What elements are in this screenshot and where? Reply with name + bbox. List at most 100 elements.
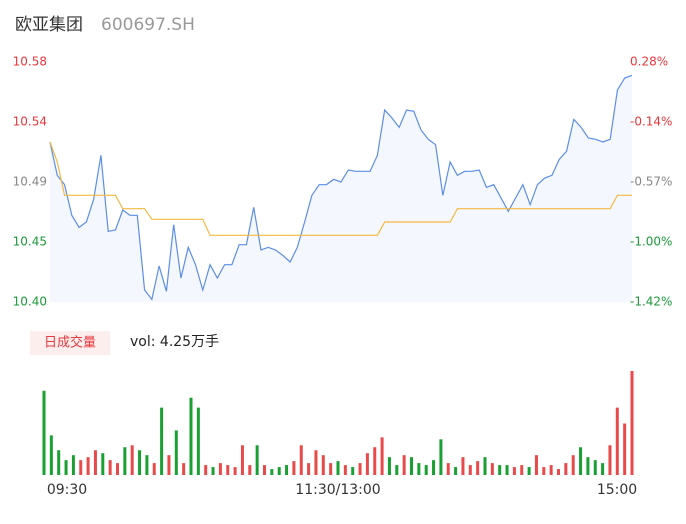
- x-tick-label: 09:30: [47, 482, 87, 498]
- volume-bar: [402, 455, 406, 475]
- x-tick-label: 11:30/13:00: [295, 482, 380, 498]
- volume-bar: [314, 450, 318, 475]
- volume-bar: [380, 437, 384, 475]
- volume-bar: [167, 455, 171, 475]
- volume-bar: [196, 407, 200, 475]
- volume-bar: [468, 465, 472, 475]
- volume-bar: [343, 465, 347, 475]
- volume-bar: [211, 467, 215, 475]
- volume-bar: [145, 455, 149, 475]
- volume-bar: [424, 465, 428, 475]
- volume-bar: [542, 467, 546, 475]
- volume-bar: [446, 463, 450, 475]
- volume-bar: [454, 467, 458, 475]
- volume-bar: [86, 457, 90, 475]
- stock-name: 欧亚集团: [15, 15, 83, 35]
- volume-bar: [299, 445, 303, 475]
- volume-bar: [42, 390, 46, 475]
- volume-bar: [527, 467, 531, 475]
- volume-bar: [79, 460, 83, 475]
- y2-tick-label: -0.57%: [630, 175, 672, 189]
- volume-bar: [270, 469, 274, 475]
- volume-bar: [630, 370, 634, 475]
- volume-bar: [432, 460, 436, 475]
- price-area: [50, 75, 632, 302]
- volume-bar: [307, 463, 311, 475]
- volume-bar: [336, 461, 340, 475]
- volume-bar: [505, 465, 509, 475]
- volume-bar: [329, 463, 333, 475]
- volume-bar: [593, 460, 597, 475]
- volume-bar: [138, 450, 142, 475]
- volume-bar: [358, 463, 362, 475]
- volume-label: vol: 4.25万手: [130, 334, 219, 350]
- volume-bar: [108, 460, 112, 475]
- volume-bar: [152, 463, 156, 475]
- volume-bar: [534, 455, 538, 475]
- volume-bar: [130, 445, 134, 475]
- volume-bar: [498, 465, 502, 475]
- y-tick-label: 10.54: [13, 115, 47, 129]
- volume-bar: [351, 467, 355, 475]
- stock-code: 600697.SH: [101, 15, 195, 35]
- volume-bar: [564, 463, 568, 475]
- volume-bar: [373, 447, 377, 475]
- volume-bar: [226, 465, 230, 475]
- volume-bar: [608, 445, 612, 475]
- volume-bar: [277, 467, 281, 475]
- volume-bar: [615, 407, 619, 475]
- volume-bar: [571, 455, 575, 475]
- volume-bar: [410, 457, 413, 475]
- average-line: [49, 141, 632, 236]
- volume-bar: [189, 397, 193, 475]
- volume-bar: [248, 465, 252, 475]
- volume-bar: [116, 463, 119, 475]
- y-tick-label: 10.45: [13, 235, 47, 249]
- volume-bar: [461, 457, 465, 475]
- volume-bar: [579, 447, 583, 475]
- volume-bar: [174, 430, 178, 475]
- volume-bar: [49, 435, 53, 475]
- volume-bar: [387, 457, 391, 475]
- badge-bg: [30, 331, 110, 355]
- y2-tick-label: -0.14%: [630, 115, 672, 129]
- volume-bar: [395, 465, 399, 475]
- volume-bar: [93, 450, 97, 475]
- x-tick-label: 15:00: [597, 482, 637, 498]
- volume-bar: [586, 457, 590, 475]
- volume-bar: [439, 439, 443, 475]
- y-tick-label: 10.58: [13, 55, 47, 69]
- y-tick-label: 10.49: [13, 175, 47, 189]
- y2-tick-label: 0.28%: [630, 55, 668, 69]
- volume-bar: [182, 463, 186, 475]
- volume-bar: [476, 461, 480, 475]
- volume-bar: [557, 469, 560, 475]
- volume-bar: [218, 463, 222, 475]
- volume-bar: [57, 450, 61, 475]
- volume-bar: [365, 453, 369, 475]
- volume-bar: [263, 465, 266, 475]
- y2-tick-label: -1.42%: [630, 295, 672, 309]
- volume-bar: [321, 455, 325, 475]
- volume-bar: [623, 423, 627, 475]
- volume-bar: [71, 455, 75, 475]
- price-line: [49, 74, 633, 301]
- y-tick-label: 10.40: [13, 295, 47, 309]
- badge: 日成交量: [44, 335, 96, 351]
- volume-bar: [64, 460, 68, 475]
- volume-bar: [285, 465, 289, 475]
- volume-bar: [233, 467, 237, 475]
- volume-bar: [204, 465, 208, 475]
- volume-bar: [520, 465, 524, 475]
- volume-bar: [240, 445, 244, 475]
- volume-bar: [512, 467, 516, 475]
- volume-bar: [483, 457, 487, 475]
- volume-bar: [417, 463, 421, 475]
- volume-bar: [160, 407, 164, 475]
- volume-bar: [601, 463, 605, 475]
- volume-bar: [101, 453, 105, 475]
- volume-bar: [255, 445, 259, 475]
- y2-tick-label: -1.00%: [630, 235, 672, 249]
